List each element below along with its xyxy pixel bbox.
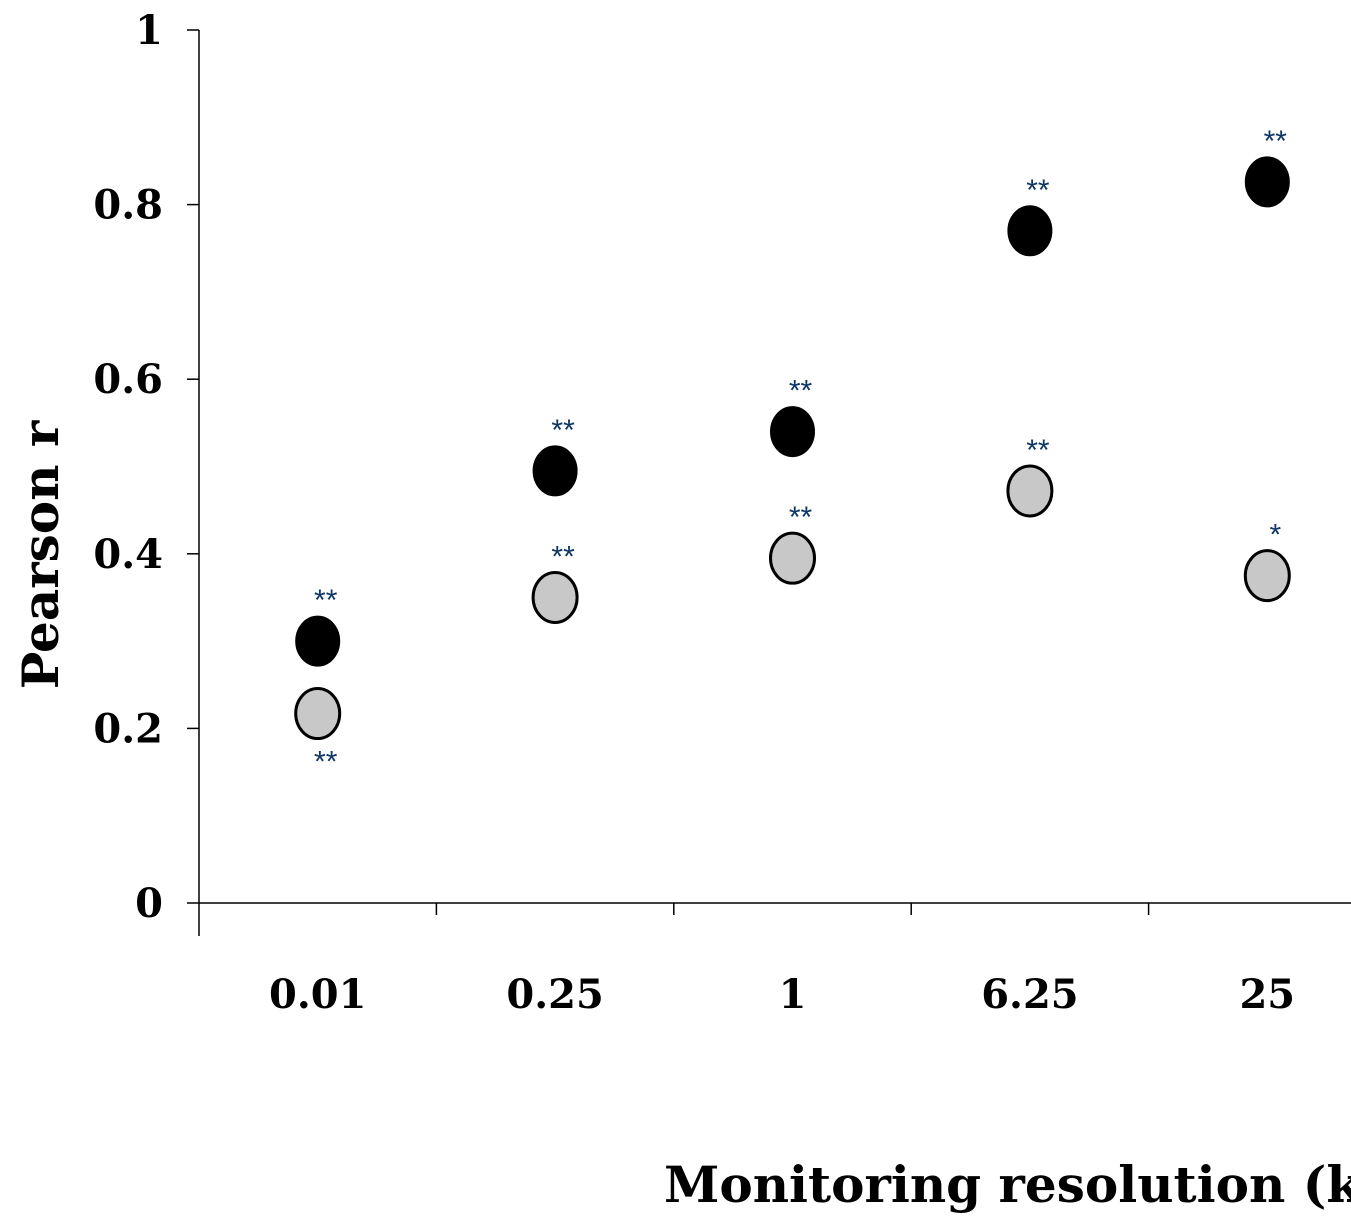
y-axis-title: Pearson r [11, 420, 70, 689]
significance-label: ** [551, 540, 575, 573]
x-tick-label: 6.25 [981, 971, 1078, 1018]
y-ticks: 0 0.2 0.4 0.6 0.8 1 [93, 7, 199, 927]
y-tick-label: 1 [135, 7, 163, 54]
data-point [770, 406, 815, 458]
y-tick-label: 0.6 [93, 356, 163, 403]
data-point [1006, 464, 1054, 518]
significance-label: ** [789, 375, 813, 408]
x-tick-label: 1 [779, 971, 807, 1018]
y-tick-label: 0.2 [93, 705, 163, 752]
significance-label: ** [1026, 434, 1050, 467]
significance-label: ** [314, 746, 338, 779]
data-point [769, 531, 816, 585]
significance-label: ** [789, 501, 813, 534]
significance-label: * [1269, 519, 1281, 552]
y-tick-label: 0 [135, 880, 163, 927]
data-points [294, 156, 1291, 741]
data-point [295, 615, 341, 667]
x-tick-label: 0.01 [269, 971, 366, 1018]
x-axis-title: Monitoring resolution (km²) [664, 1155, 1351, 1214]
y-tick-label: 0.4 [93, 531, 163, 578]
significance-label: ** [1026, 174, 1050, 207]
significance-label: ** [1264, 125, 1288, 158]
significance-labels: ******************* [314, 125, 1287, 779]
data-point [531, 570, 579, 624]
data-point [294, 687, 342, 741]
y-tick-label: 0.8 [93, 182, 163, 229]
x-ticks: 0.01 0.25 1 6.25 25 [269, 903, 1295, 1018]
data-point [532, 445, 578, 497]
axes [198, 30, 1351, 936]
data-point [1243, 549, 1291, 603]
x-tick-label: 0.25 [506, 971, 603, 1018]
data-point [1244, 156, 1290, 208]
x-tick-label: 25 [1239, 971, 1295, 1018]
data-point [1007, 205, 1053, 257]
significance-label: ** [314, 584, 338, 617]
significance-label: ** [551, 414, 575, 447]
